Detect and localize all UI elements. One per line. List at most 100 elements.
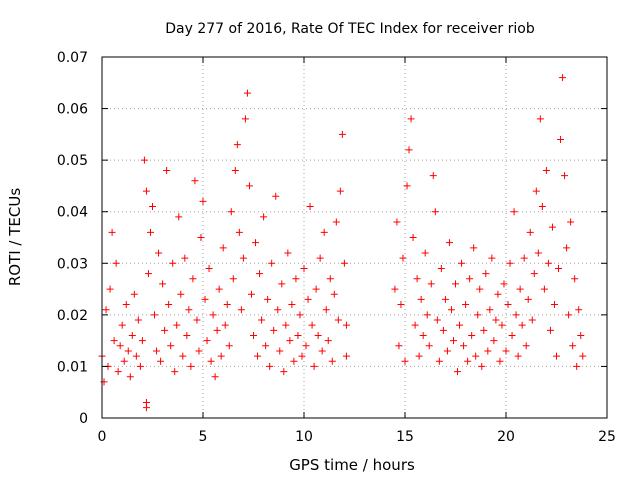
- data-point: [146, 228, 154, 236]
- data-point: [300, 264, 308, 272]
- data-point: [435, 357, 443, 365]
- data-point: [559, 74, 567, 82]
- data-point: [110, 337, 118, 345]
- data-point: [548, 223, 556, 231]
- data-point: [460, 342, 468, 350]
- y-tick-label: 0.07: [57, 50, 88, 66]
- data-point: [199, 197, 207, 205]
- y-tick-label: 0.03: [57, 256, 88, 272]
- data-point: [486, 306, 494, 314]
- data-point: [401, 357, 409, 365]
- data-point: [518, 321, 526, 329]
- data-point: [326, 275, 334, 283]
- y-tick-label: 0.02: [57, 308, 88, 324]
- data-point: [144, 270, 152, 278]
- data-point: [284, 249, 292, 257]
- data-point: [138, 337, 146, 345]
- data-point: [524, 295, 532, 303]
- data-point: [557, 136, 565, 144]
- data-point: [553, 352, 560, 360]
- data-point: [112, 259, 120, 267]
- data-point: [316, 254, 324, 262]
- data-point: [417, 295, 425, 303]
- data-point: [142, 187, 150, 195]
- data-point: [250, 331, 257, 339]
- data-point: [282, 321, 290, 329]
- data-point: [322, 306, 330, 314]
- data-point: [235, 228, 243, 236]
- data-point: [173, 321, 181, 329]
- data-point: [106, 285, 114, 293]
- data-point: [330, 290, 338, 298]
- data-point: [211, 373, 219, 381]
- data-point: [431, 208, 439, 216]
- data-point: [258, 316, 266, 324]
- data-point: [550, 301, 558, 309]
- data-point: [270, 326, 278, 334]
- data-point: [130, 290, 138, 298]
- data-point: [342, 352, 350, 360]
- data-point: [320, 228, 328, 236]
- data-point: [427, 280, 435, 288]
- data-point: [169, 259, 177, 267]
- data-point: [454, 368, 462, 376]
- data-point: [205, 264, 213, 272]
- data-point: [159, 280, 167, 288]
- data-point: [506, 259, 514, 267]
- data-point: [302, 342, 310, 350]
- data-point: [286, 337, 294, 345]
- data-point: [530, 270, 538, 278]
- data-point: [569, 342, 577, 350]
- data-point: [108, 228, 116, 236]
- data-point: [415, 352, 423, 360]
- data-point: [239, 254, 247, 262]
- data-point: [324, 337, 332, 345]
- data-point: [260, 213, 268, 221]
- data-point: [478, 362, 486, 370]
- data-point: [512, 311, 520, 319]
- y-axis-title: ROTI / TECUs: [6, 188, 24, 286]
- y-tick-label: 0: [79, 411, 88, 427]
- data-point: [231, 166, 239, 174]
- data-point: [395, 342, 403, 350]
- data-point: [498, 321, 506, 329]
- data-point: [124, 347, 132, 355]
- data-point: [494, 290, 502, 298]
- x-tick-label: 0: [98, 429, 107, 445]
- data-point: [149, 203, 156, 211]
- data-point: [171, 368, 179, 376]
- x-tick-label: 5: [199, 429, 208, 445]
- data-point: [577, 331, 585, 339]
- data-point: [215, 285, 223, 293]
- data-point: [544, 259, 552, 267]
- data-point: [474, 311, 482, 319]
- data-point: [480, 326, 488, 334]
- data-point: [565, 311, 573, 319]
- data-point: [165, 301, 173, 309]
- data-point: [538, 203, 546, 211]
- data-point: [476, 285, 484, 293]
- data-point: [472, 352, 480, 360]
- data-point: [219, 244, 227, 252]
- data-point: [421, 249, 429, 257]
- data-point: [114, 368, 122, 376]
- data-point: [532, 187, 540, 195]
- data-point: [510, 208, 518, 216]
- data-point: [522, 342, 530, 350]
- data-point: [573, 362, 581, 370]
- data-point: [151, 311, 159, 319]
- y-tick-label: 0.01: [57, 359, 88, 375]
- data-point: [445, 239, 453, 247]
- data-point: [482, 270, 490, 278]
- data-point: [484, 347, 492, 355]
- data-point: [179, 352, 187, 360]
- data-point: [338, 130, 346, 138]
- data-point: [254, 352, 262, 360]
- data-point: [433, 316, 441, 324]
- data-point: [298, 352, 306, 360]
- data-point: [185, 306, 193, 314]
- data-point: [306, 203, 314, 211]
- data-point: [272, 192, 280, 200]
- data-point: [264, 295, 272, 303]
- data-point: [304, 295, 312, 303]
